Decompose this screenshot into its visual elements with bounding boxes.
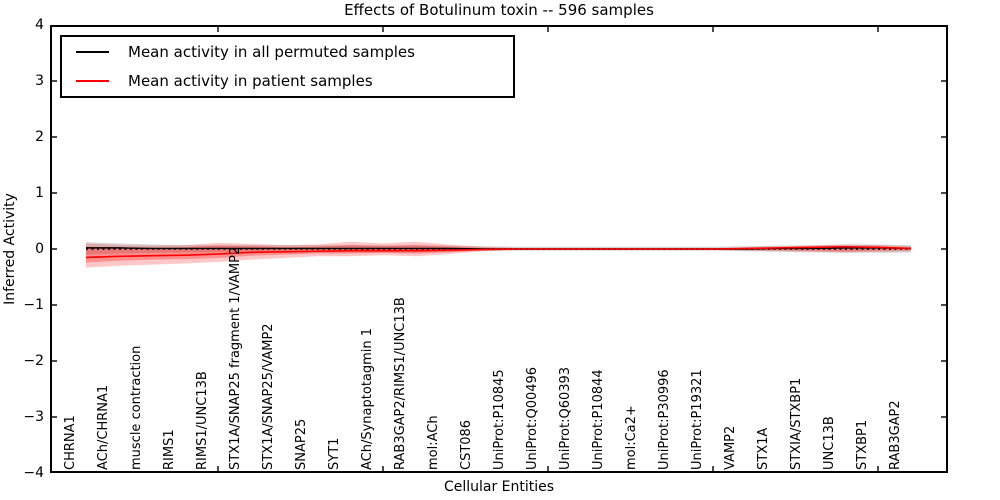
y-tick-label: −3 xyxy=(23,409,44,425)
y-tick-label: −1 xyxy=(23,297,44,313)
x-tick-label: RIMS1/UNC13B xyxy=(195,371,210,470)
x-tick-label: mol:ACh xyxy=(426,415,441,470)
legend-label-patient: Mean activity in patient samples xyxy=(128,72,373,90)
x-tick-label: ACh/CHRNA1 xyxy=(96,384,111,470)
legend-entry-permuted: Mean activity in all permuted samples xyxy=(62,38,513,67)
x-axis-title: Cellular Entities xyxy=(443,479,555,495)
x-tick-label: SNAP25 xyxy=(294,418,309,470)
x-tick-label: VAMP2 xyxy=(723,425,738,470)
y-tick-label: 1 xyxy=(35,185,44,201)
x-tick-label: muscle contraction xyxy=(129,345,144,470)
x-tick-label: CHRNA1 xyxy=(63,415,78,470)
legend-entry-patient: Mean activity in patient samples xyxy=(62,67,513,96)
legend-line-permuted xyxy=(76,51,109,53)
x-tick-label: UniProt:P30996 xyxy=(657,369,672,470)
x-tick-label: RIMS1 xyxy=(162,429,177,470)
x-tick-label: UniProt:P10845 xyxy=(492,369,507,470)
x-tick-label: STXBP1 xyxy=(855,419,870,470)
x-tick-label: UniProt:P19321 xyxy=(690,369,705,470)
x-tick-label: UNC13B xyxy=(822,416,837,470)
x-tick-label: RAB3GAP2 xyxy=(888,400,903,470)
x-tick-label: RAB3GAP2/RIMS1/UNC13B xyxy=(393,297,408,470)
legend: Mean activity in all permuted samples Me… xyxy=(60,35,515,98)
y-tick-label: 3 xyxy=(35,73,44,89)
x-tick-label: STX1A xyxy=(756,427,771,470)
x-tick-label: STX1A/SNAP25/VAMP2 xyxy=(261,323,276,470)
y-tick-label: −2 xyxy=(23,353,44,369)
legend-label-permuted: Mean activity in all permuted samples xyxy=(128,43,415,61)
x-tick-label: UniProt:Q60393 xyxy=(558,366,573,470)
y-tick-label: −4 xyxy=(23,465,44,481)
x-tick-label: SYT1 xyxy=(327,437,342,470)
y-tick-label: 2 xyxy=(35,129,44,145)
x-tick-label: UniProt:P10844 xyxy=(591,369,606,470)
x-tick-label: STXIA/STXBP1 xyxy=(789,377,804,470)
x-tick-label: STX1A/SNAP25 fragment 1/VAMP2 xyxy=(228,246,243,470)
y-tick-label: 0 xyxy=(35,241,44,257)
x-tick-label: mol:Ca2+ xyxy=(624,405,639,470)
plot-canvas xyxy=(50,25,948,473)
series-line-patient xyxy=(85,245,912,259)
x-tick-label: UniProt:Q00496 xyxy=(525,366,540,470)
x-tick-label: ACh/Synaptotagmin 1 xyxy=(360,327,375,470)
x-tick-label: CST086 xyxy=(459,419,474,470)
legend-line-patient xyxy=(76,80,109,82)
chart-title: Effects of Botulinum toxin -- 596 sample… xyxy=(344,1,654,19)
y-tick-label: 4 xyxy=(35,17,44,33)
